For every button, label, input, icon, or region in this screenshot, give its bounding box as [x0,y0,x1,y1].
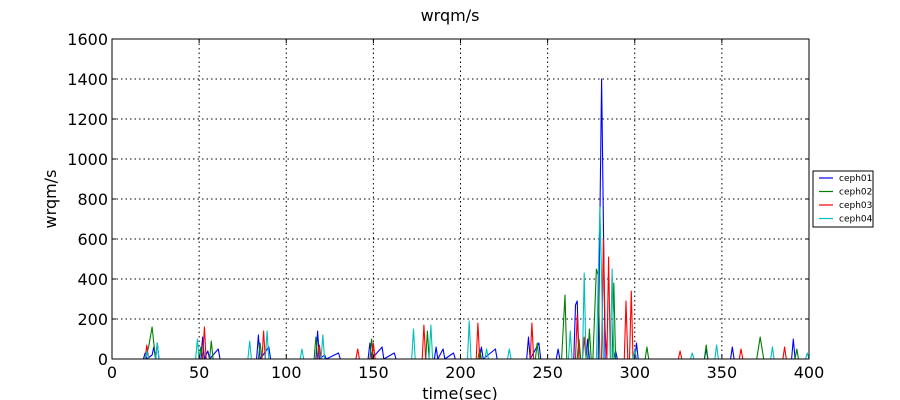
series-line-ceph02 [144,268,800,360]
y-tick-label: 600 [77,230,108,249]
y-tick-label: 1600 [67,30,108,49]
y-axis-label: wrqm/s [41,170,60,229]
plot-area [142,78,810,360]
y-tick-label: 800 [77,190,108,209]
y-tick-label: 200 [77,310,108,329]
x-tick-label: 350 [707,363,738,382]
legend: ceph01 ceph02 ceph03 ceph04 [812,170,874,228]
y-tick-label: 1000 [67,150,108,169]
x-tick-label: 400 [794,363,825,382]
legend-label-ceph01: ceph01 [839,174,872,184]
series-line-ceph01 [142,78,796,360]
y-tick-label: 1200 [67,110,108,129]
x-tick-label: 0 [107,363,117,382]
chart-title: wrqm/s [421,6,480,25]
x-tick-label: 50 [189,363,209,382]
y-tick-label: 400 [77,270,108,289]
axes-ticks: 0 50 100 150 200 250 300 350 400 0 200 400 600 800 100… [67,30,824,382]
series-line-ceph03 [144,238,787,360]
x-axis-label: time(sec) [422,384,498,400]
legend-label-ceph03: ceph03 [839,201,872,211]
grid [112,39,809,359]
legend-label-ceph04: ceph04 [839,215,873,225]
legend-box [812,170,874,228]
x-tick-label: 250 [532,363,563,382]
x-tick-label: 200 [445,363,476,382]
series-line-ceph04 [144,206,810,360]
x-tick-label: 100 [271,363,302,382]
legend-label-ceph02: ceph02 [839,188,872,198]
x-tick-label: 300 [619,363,650,382]
y-tick-label: 1400 [67,70,108,89]
x-tick-label: 150 [358,363,389,382]
y-tick-label: 0 [98,350,108,369]
